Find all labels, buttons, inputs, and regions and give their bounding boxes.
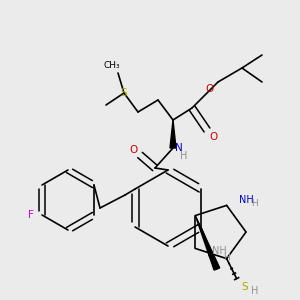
- Text: NH: NH: [212, 246, 227, 256]
- Text: N: N: [175, 143, 183, 153]
- Text: O: O: [129, 145, 137, 155]
- Text: CH₃: CH₃: [104, 61, 120, 70]
- Text: H: H: [180, 151, 188, 161]
- Text: O: O: [209, 132, 217, 142]
- Polygon shape: [170, 120, 176, 148]
- Polygon shape: [195, 215, 220, 270]
- Text: S: S: [121, 88, 127, 98]
- Text: H: H: [251, 286, 258, 296]
- Text: NH: NH: [239, 195, 254, 206]
- Text: H: H: [224, 253, 230, 262]
- Text: O: O: [206, 84, 214, 94]
- Text: S: S: [241, 282, 248, 292]
- Text: F: F: [28, 210, 34, 220]
- Text: H: H: [251, 199, 258, 208]
